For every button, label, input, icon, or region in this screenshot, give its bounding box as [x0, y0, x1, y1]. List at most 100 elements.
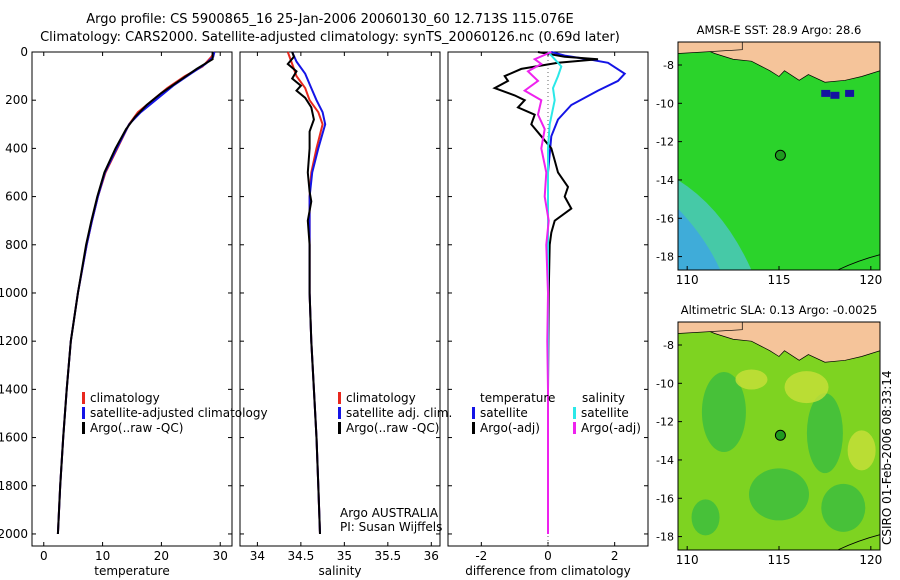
- difference-xtick-label: -2: [475, 549, 487, 563]
- temperature-series-2: [56, 52, 214, 535]
- sla_map-field: [678, 322, 880, 550]
- sla_map-high-blob-2: [735, 369, 768, 390]
- difference-series-0: [547, 51, 627, 534]
- temperature-ytick-label: 2000: [0, 527, 28, 541]
- temperature-xtick-label: 30: [213, 549, 228, 563]
- salinity-xlabel: salinity: [318, 564, 361, 578]
- salinity-legend-0-swatch: [338, 392, 341, 404]
- salinity-xtick-label: 35: [337, 549, 352, 563]
- temperature-legend-1-label: satellite-adjusted climatology: [90, 406, 268, 420]
- sst_map-argo-marker: [774, 149, 786, 161]
- sla_map-low-blob-4: [691, 499, 720, 536]
- temperature-ytick-label: 1800: [0, 479, 28, 493]
- sla_map-low-blob-2: [806, 393, 843, 474]
- sst_map-edge-cell-1: [830, 91, 840, 99]
- sst_map-ytick-label: -16: [656, 212, 674, 225]
- temperature-xlabel: temperature: [94, 564, 169, 578]
- difference-legend-salt-sat-label: satellite: [581, 406, 629, 420]
- figure-title-line2: Climatology: CARS2000. Satellite-adjuste…: [40, 30, 620, 45]
- sla_map-high-blob-0: [784, 371, 829, 404]
- temperature-ytick-label: 1000: [0, 286, 28, 300]
- sla_map-ytick-label: -14: [656, 454, 674, 467]
- difference-legend-temp-sat-swatch: [472, 407, 475, 419]
- sst_map-edge-cell-0: [821, 89, 831, 97]
- difference-xtick-label: 2: [611, 549, 619, 563]
- sst_map-chart: 110 115 120 -8 -10 -12 -14 -16 -18 AMSR-E SST: 28…: [656, 23, 882, 287]
- sst_map-xtick-label: 120: [859, 273, 882, 287]
- difference-legend-salt-argo-label: Argo(-adj): [581, 421, 641, 435]
- sst_map-ytick-label: -12: [656, 136, 674, 149]
- salinity-legend-0-label: climatology: [346, 391, 416, 405]
- sst_map-ytick-label: -14: [656, 174, 674, 187]
- sla_map-ytick-label: -18: [656, 531, 674, 544]
- sla_map-xtick-label: 110: [676, 553, 699, 567]
- difference-legend-salt-sat-swatch: [573, 407, 576, 419]
- salinity-plot-frame: [239, 51, 441, 547]
- salinity-annotation-0: Argo AUSTRALIA: [340, 506, 439, 520]
- sla_map-title: Altimetric SLA: 0.13 Argo: -0.0025: [681, 303, 878, 317]
- temperature-series-1: [56, 51, 216, 535]
- sla_map-high-blob-1: [847, 430, 876, 471]
- sla_map-ytick-label: -16: [656, 492, 674, 505]
- sla_map-ytick-label: -10: [656, 377, 674, 390]
- sla_map-ytick-label: -12: [656, 416, 674, 429]
- temperature-ytick-label: 400: [5, 141, 28, 155]
- temperature-ytick-label: 200: [5, 93, 28, 107]
- salinity-xtick-label: 35.5: [374, 549, 401, 563]
- salinity-legend-1-label: satellite adj. clim.: [346, 406, 452, 420]
- temperature-chart: 0 10 20 30 0 200 400 600 800 1000 1200 1400 1600 1800…: [0, 45, 268, 578]
- temperature-ytick-label: 0: [20, 45, 28, 59]
- sst_map-field: [678, 42, 880, 270]
- sla_map-ytick-label: -8: [663, 339, 674, 352]
- sst_map-xtick-label: 110: [676, 273, 699, 287]
- sst_map-ytick-label: -18: [656, 251, 674, 264]
- figure-title-line1: Argo profile: CS 5900865_16 25-Jan-2006 …: [86, 12, 574, 27]
- difference-legend-temp-argo-label: Argo(-adj): [480, 421, 540, 435]
- salinity-chart: 34 34.5 35 35.5 36 salinity climatologysatelli…: [239, 51, 452, 578]
- temperature-ytick-label: 600: [5, 190, 28, 204]
- sst_map-xtick-label: 115: [768, 273, 791, 287]
- salinity-legend-2-label: Argo(..raw -QC): [346, 421, 439, 435]
- temperature-series-0: [56, 51, 216, 535]
- temperature-legend-1-swatch: [82, 407, 85, 419]
- temperature-plot-frame: [31, 51, 233, 547]
- salinity-xtick-label: 34: [250, 549, 265, 563]
- sla_map-chart: 110 115 120 -8 -10 -12 -14 -16 -18 Altimetric SLA…: [656, 303, 882, 567]
- sla_map-low-blob-0: [701, 372, 746, 453]
- difference-series-3: [522, 51, 552, 534]
- sla_map-low-blob-3: [821, 483, 866, 532]
- salinity-xtick-label: 36: [424, 549, 439, 563]
- temperature-legend-2-label: Argo(..raw -QC): [90, 421, 183, 435]
- sla_map-low-blob-1: [749, 468, 809, 521]
- temperature-xtick-label: 10: [95, 549, 110, 563]
- sla_map-coast-australia: [837, 534, 880, 550]
- sst_map-ytick-label: -8: [663, 59, 674, 72]
- sla_map-xtick-label: 115: [768, 553, 791, 567]
- difference-legend-title-temp: temperature: [480, 391, 555, 405]
- difference-legend-temp-argo-swatch: [472, 422, 475, 434]
- difference-xlabel: difference from climatology: [465, 564, 631, 578]
- sst_map-edge-cell-2: [845, 89, 855, 97]
- sla_map-land-north: [678, 322, 743, 334]
- sst_map-title: AMSR-E SST: 28.9 Argo: 28.6: [697, 23, 862, 37]
- salinity-xtick-label: 34.5: [288, 549, 315, 563]
- difference-legend-title-salt: salinity: [582, 391, 625, 405]
- salinity-series-2: [286, 51, 321, 535]
- temperature-ytick-label: 1400: [0, 382, 28, 396]
- difference-series-2: [547, 51, 563, 534]
- temperature-xtick-label: 0: [40, 549, 48, 563]
- sst_map-colder-patch: [678, 208, 721, 270]
- temperature-legend-0-label: climatology: [90, 391, 160, 405]
- difference-series-1: [492, 51, 599, 534]
- salinity-annotation-1: PI: Susan Wijffels: [340, 520, 442, 534]
- sla_map-xtick-label: 120: [859, 553, 882, 567]
- salinity-legend-2-swatch: [338, 422, 341, 434]
- sst_map-ytick-label: -10: [656, 97, 674, 110]
- temperature-legend-2-swatch: [82, 422, 85, 434]
- temperature-ytick-label: 800: [5, 238, 28, 252]
- salinity-legend-1-swatch: [338, 407, 341, 419]
- difference-legend-salt-argo-swatch: [573, 422, 576, 434]
- temperature-ytick-label: 1200: [0, 334, 28, 348]
